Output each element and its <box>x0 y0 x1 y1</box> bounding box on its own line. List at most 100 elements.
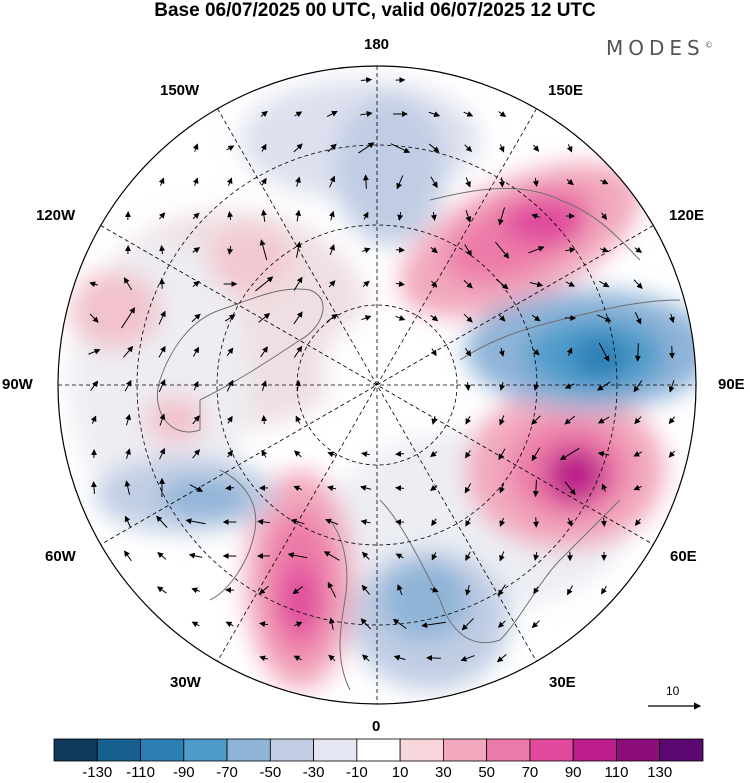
wind-arrow <box>260 209 267 222</box>
wind-arrow <box>600 246 609 253</box>
wind-arrow <box>430 176 438 189</box>
wind-arrow <box>430 586 439 593</box>
wind-arrow <box>361 654 370 662</box>
wind-arrow <box>496 654 507 663</box>
colorbar-tick-label: 110 <box>604 764 629 781</box>
wind-arrow <box>259 239 268 260</box>
colorbar-swatch <box>140 738 185 762</box>
colorbar-swatch <box>486 738 531 762</box>
wind-arrow <box>395 450 405 457</box>
wind-arrow <box>430 314 439 322</box>
wind-arrow <box>599 280 610 288</box>
wind-arrow <box>261 380 267 392</box>
wind-arrow <box>290 518 305 525</box>
wind-arrow <box>327 451 336 458</box>
wind-arrow <box>158 177 165 186</box>
wind-arrow <box>255 276 274 292</box>
wind-arrow <box>121 307 136 329</box>
wind-arrow <box>668 450 676 458</box>
wind-arrow <box>325 518 339 525</box>
brand-logo: MODES© <box>606 36 713 60</box>
brand-name: MODES <box>606 36 705 60</box>
wind-arrow <box>393 654 406 661</box>
wind-arrow <box>292 586 303 595</box>
wind-arrow <box>191 621 200 628</box>
lon-label-60w: 60W <box>45 548 76 565</box>
wind-arrow <box>566 144 573 153</box>
wind-arrow <box>463 111 474 117</box>
wind-arrow <box>192 212 200 220</box>
wind-arrow <box>124 550 132 562</box>
wind-arrow <box>125 448 131 459</box>
lon-label-150e: 150E <box>548 82 584 99</box>
wind-arrow <box>565 281 576 287</box>
lon-label-90e: 90E <box>718 376 745 393</box>
wind-arrow <box>191 587 200 594</box>
wind-arrow <box>430 211 437 221</box>
wind-arrow <box>634 416 642 425</box>
wind-arrow <box>532 479 539 498</box>
wind-arrow <box>159 212 166 220</box>
colorbar-tick-label: 90 <box>564 764 582 781</box>
wind-arrow <box>326 111 338 117</box>
wind-arrow <box>533 551 540 561</box>
wind-vectors <box>88 77 676 663</box>
wind-arrow <box>185 518 206 525</box>
colorbar-swatch <box>356 738 401 762</box>
wind-arrow <box>633 451 643 457</box>
wind-arrow <box>192 415 200 425</box>
colorbar-swatch <box>572 738 617 762</box>
wind-arrow <box>428 111 441 117</box>
wind-arrow <box>260 110 268 117</box>
wind-arrow <box>464 347 472 357</box>
lon-label-180: 180 <box>364 36 390 53</box>
wind-arrow <box>293 345 303 358</box>
wind-arrow <box>295 209 302 222</box>
colorbar-swatch <box>53 738 98 762</box>
wind-arrow <box>123 277 133 291</box>
wind-arrow <box>498 177 505 188</box>
wind-arrow <box>634 343 641 362</box>
wind-arrow <box>193 380 199 391</box>
brand-mark: © <box>704 40 713 50</box>
wind-arrow <box>499 415 505 426</box>
wind-arrow <box>88 348 101 355</box>
wind-arrow <box>430 247 438 254</box>
lon-label-30e: 30E <box>549 674 576 691</box>
colorbar-swatch <box>226 738 271 762</box>
wind-arrow <box>293 143 303 153</box>
wind-arrow <box>498 111 507 118</box>
lon-label-120w: 120W <box>36 207 76 224</box>
wind-arrow <box>358 142 375 154</box>
wind-arrow <box>328 617 335 630</box>
wind-arrow <box>226 415 233 424</box>
wind-arrow <box>564 383 575 389</box>
wind-arrow <box>124 515 132 528</box>
wind-arrow <box>225 621 234 628</box>
wind-arrow <box>260 346 268 358</box>
wind-arrow <box>361 451 371 458</box>
wind-arrow <box>499 381 506 391</box>
colorbar-tick-label: 70 <box>521 764 539 781</box>
wind-arrow <box>360 110 373 117</box>
wind-arrow <box>601 212 608 220</box>
wind-arrow <box>531 213 540 220</box>
colorbar-swatch <box>659 738 704 762</box>
wind-arrow <box>566 347 573 356</box>
wind-arrow <box>533 586 540 595</box>
wind-arrow <box>597 381 611 391</box>
wind-arrow <box>293 655 302 662</box>
wind-arrow <box>360 485 372 491</box>
wind-arrow <box>430 485 438 492</box>
wind-arrow <box>362 211 369 220</box>
wind-arrow <box>159 413 166 426</box>
wind-arrow <box>668 380 675 393</box>
wind-arrow <box>124 379 132 392</box>
wind-arrow <box>498 448 506 461</box>
wind-arrow <box>601 586 607 595</box>
wind-arrow <box>361 584 371 595</box>
wind-arrow <box>499 517 506 527</box>
wind-arrow <box>395 315 406 321</box>
wind-arrow <box>294 111 303 118</box>
wind-arrow <box>293 485 302 492</box>
